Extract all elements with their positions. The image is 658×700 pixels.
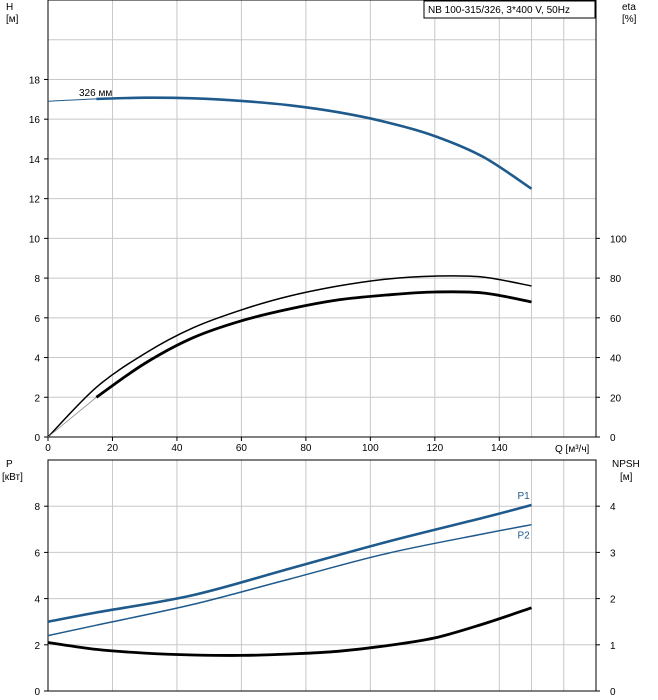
series-line-p1 — [47, 503, 532, 623]
bottom-y-tick-label-left: 0 — [34, 687, 40, 698]
top-x-ticks: 0 20 40 60 80 100 120 140 — [45, 437, 508, 454]
x-tick-label: 60 — [236, 443, 248, 454]
y-tick-label-left: 12 — [29, 195, 41, 206]
bottom-y-tick-label-right: 0 — [610, 687, 616, 698]
bottom-right-axis-title: NPSH — [612, 459, 640, 470]
series-label-p2: P2 — [518, 531, 531, 542]
bottom-y-tick-label-left: 2 — [34, 641, 40, 652]
series-line-npsh — [47, 606, 532, 657]
series-label-p1: P1 — [518, 491, 531, 502]
x-tick-label: 20 — [107, 443, 119, 454]
y-tick-label-right: 60 — [610, 314, 622, 325]
top-y-ticks-left: 0 2 4 6 8 10 12 14 16 18 — [29, 75, 48, 444]
chart-title: NB 100-315/326, 3*400 V, 50Hz — [428, 5, 570, 16]
bottom-y-ticks-left: 0 2 4 6 8 — [34, 502, 48, 698]
y-tick-label-left: 8 — [34, 274, 40, 285]
bottom-y-tick-label-right: 3 — [610, 548, 616, 559]
y-tick-label-left: 18 — [29, 75, 41, 86]
y-tick-label-right: 0 — [610, 433, 616, 444]
top-left-axis-title: H — [6, 2, 13, 13]
bottom-y-ticks-right: 0 1 2 3 4 — [596, 502, 616, 698]
chart-title-box — [423, 0, 596, 19]
series-line-p2 — [47, 523, 532, 637]
y-tick-label-right: 40 — [610, 354, 622, 365]
bottom-left-axis-unit: [кВт] — [2, 472, 23, 483]
impeller-diameter-label: 326 мм — [79, 88, 112, 99]
bottom-plot: 0 2 4 6 8 0 1 2 3 4 P [кВт] NPSH [м] P1 P2 — [2, 459, 640, 698]
y-tick-label-left: 16 — [29, 115, 41, 126]
bottom-y-tick-label-left: 8 — [34, 502, 40, 513]
top-plot: 0 20 40 60 80 100 120 140 0 2 4 6 8 10 12 14 16 18 0 20 40… — [6, 0, 637, 455]
series-line-h-start — [47, 97, 145, 102]
top-left-axis-unit: [м] — [6, 14, 19, 25]
y-tick-label-left: 14 — [29, 155, 41, 166]
y-tick-label-left: 4 — [34, 354, 40, 365]
x-tick-label: 120 — [426, 443, 443, 454]
series-line-eta-start — [47, 396, 97, 438]
bottom-y-tick-label-right: 4 — [610, 502, 616, 513]
bottom-right-axis-unit: [м] — [620, 472, 633, 483]
x-tick-label: 0 — [45, 443, 51, 454]
y-tick-label-right: 20 — [610, 393, 622, 404]
y-tick-label-right: 80 — [610, 274, 622, 285]
series-line-h — [96, 96, 533, 190]
y-tick-label-left: 6 — [34, 314, 40, 325]
x-tick-label: 80 — [300, 443, 312, 454]
y-tick-label-left: 0 — [34, 433, 40, 444]
top-right-axis-unit: [%] — [622, 14, 637, 25]
top-x-axis-label: Q [м³/ч] — [555, 444, 590, 455]
x-tick-label: 140 — [491, 443, 508, 454]
x-tick-label: 40 — [171, 443, 183, 454]
y-tick-label-left: 10 — [29, 234, 41, 245]
bottom-plot-frame — [47, 459, 597, 692]
top-plot-frame — [47, 0, 597, 438]
y-tick-label-left: 2 — [34, 393, 40, 404]
series-line-eta — [47, 275, 532, 438]
x-tick-label: 100 — [362, 443, 379, 454]
series-line-eta2 — [95, 290, 532, 399]
top-y-ticks-right: 0 20 40 60 80 100 — [596, 234, 627, 444]
bottom-y-tick-label-left: 4 — [34, 595, 40, 606]
bottom-y-tick-label-left: 6 — [34, 548, 40, 559]
bottom-left-axis-title: P — [6, 459, 13, 470]
top-right-axis-title: eta — [622, 2, 636, 13]
bottom-y-tick-label-right: 2 — [610, 595, 616, 606]
bottom-y-tick-label-right: 1 — [610, 641, 616, 652]
y-tick-label-right: 100 — [610, 234, 627, 245]
bottom-grid — [47, 459, 596, 692]
